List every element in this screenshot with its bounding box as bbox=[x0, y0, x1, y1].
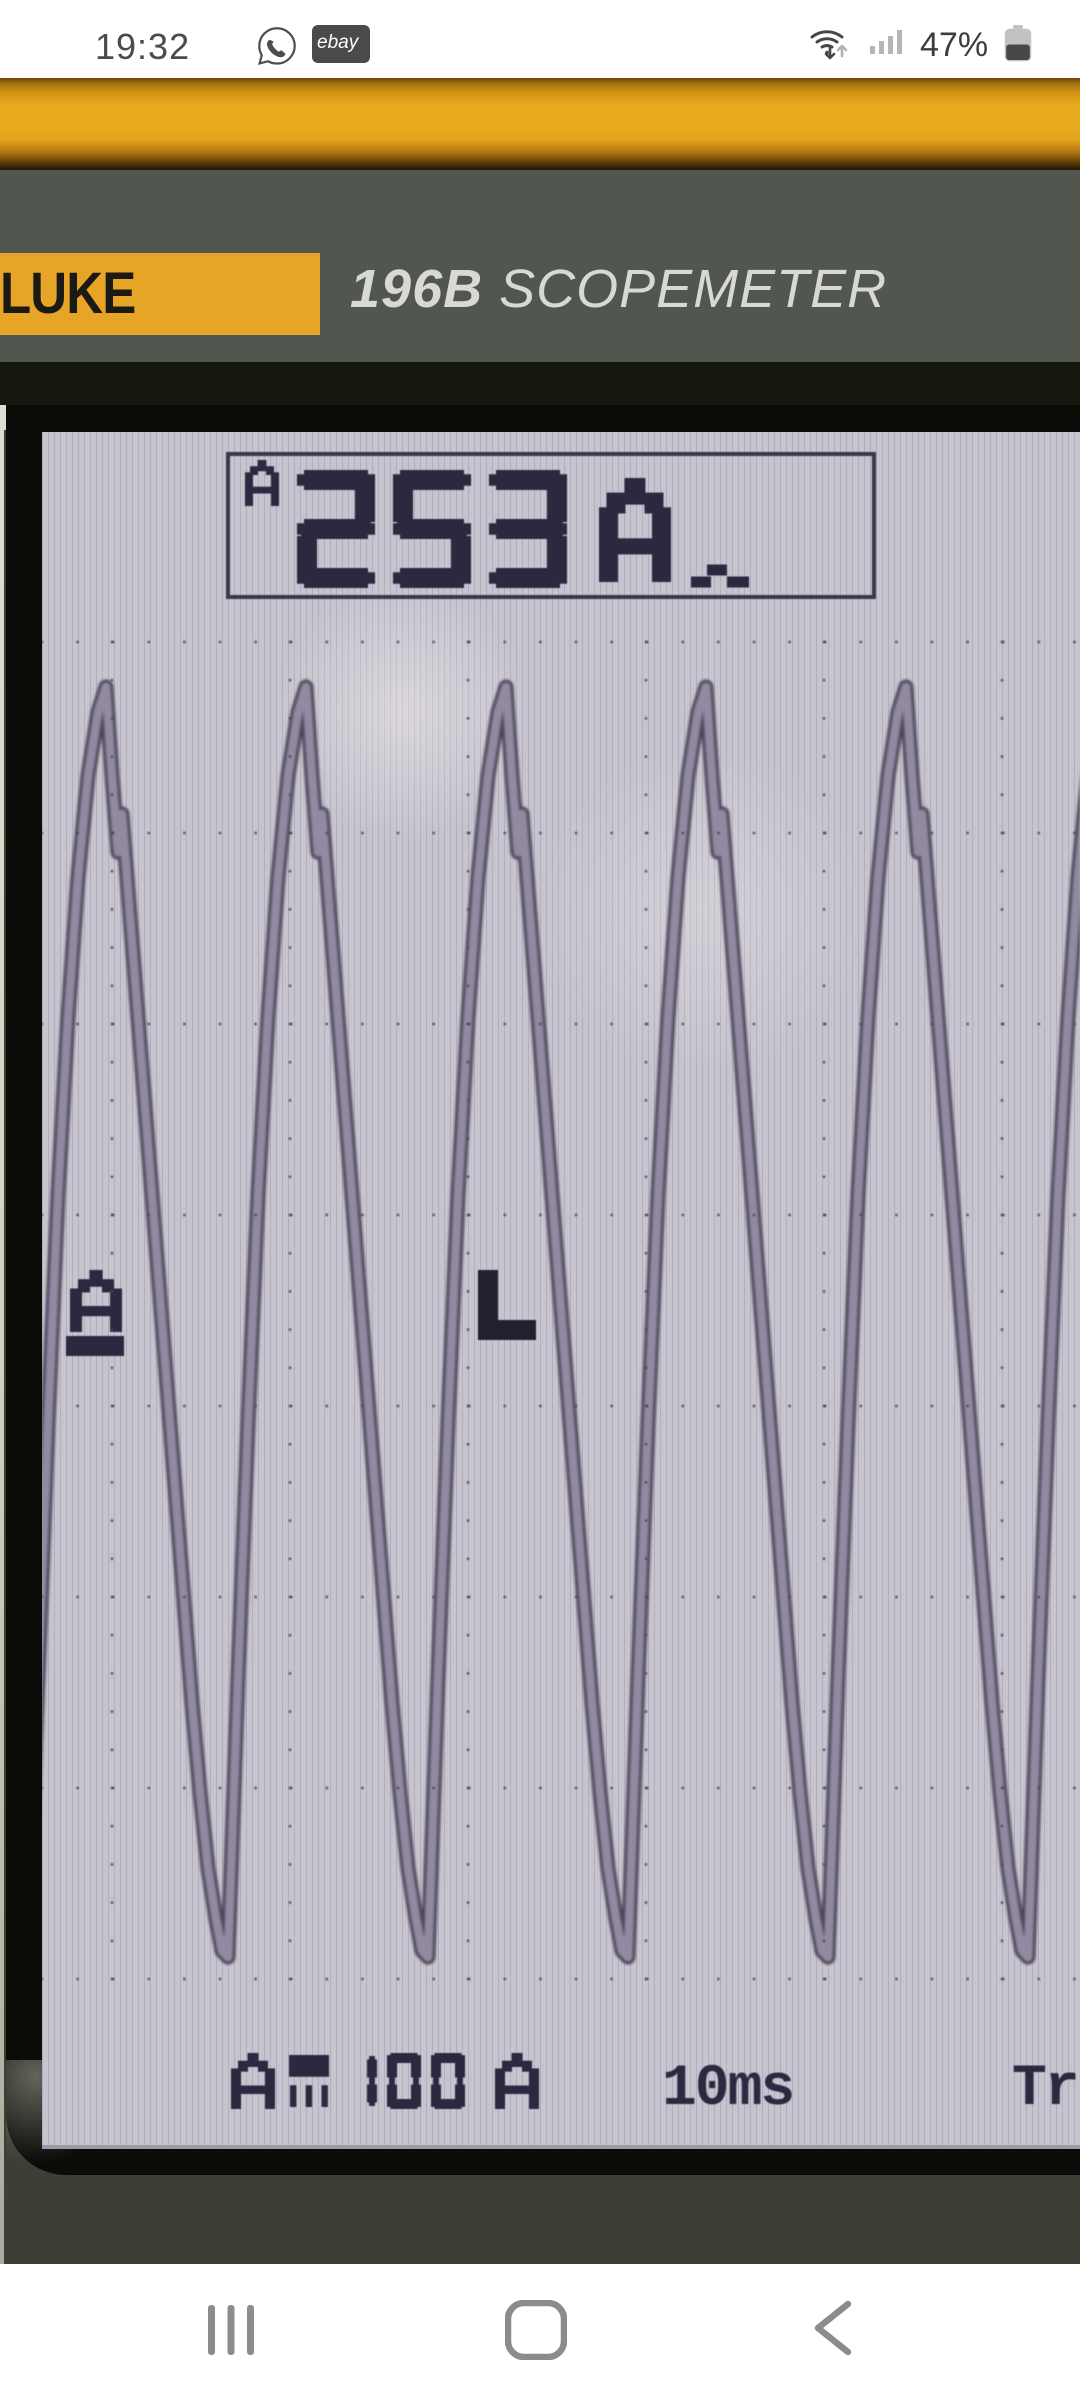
svg-text:Tri: Tri bbox=[1012, 2057, 1080, 2122]
svg-text:10ms: 10ms bbox=[662, 2057, 793, 2122]
